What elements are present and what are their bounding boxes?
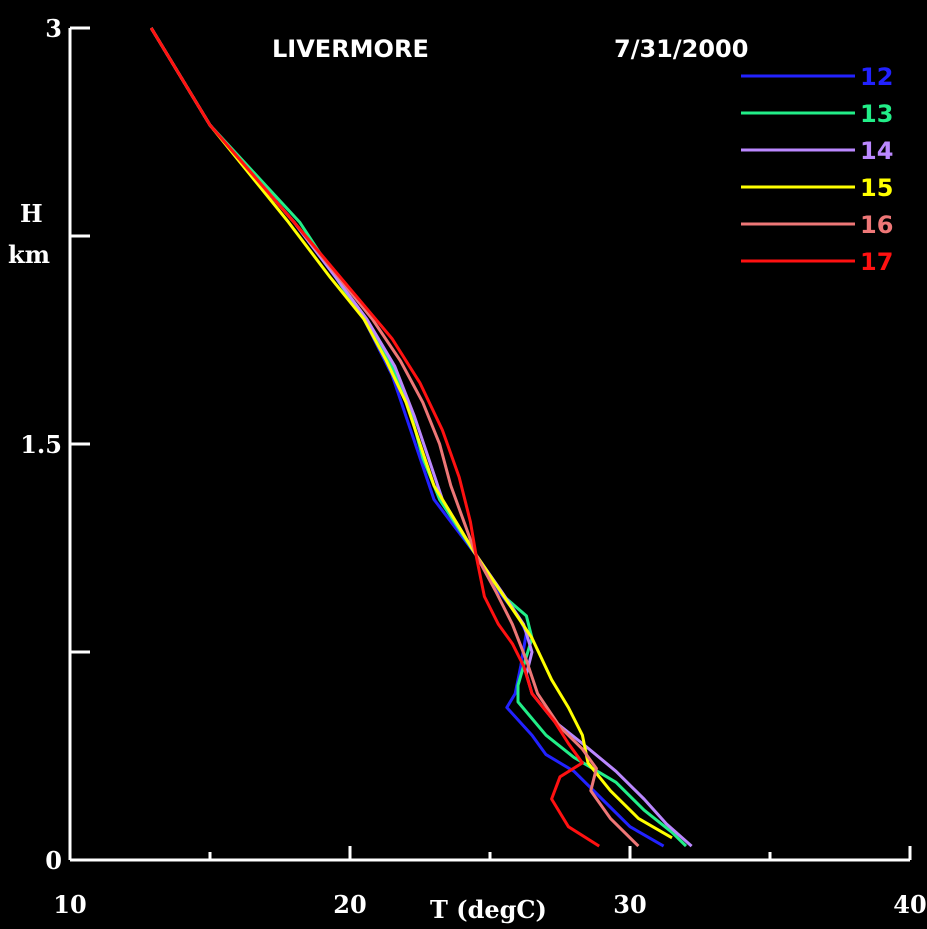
- y-axis-label-h: H: [20, 199, 43, 228]
- y-tick-label: 1.5: [20, 430, 62, 459]
- y-tick-label: 3: [45, 14, 62, 43]
- legend-label-13: 13: [860, 100, 893, 128]
- legend-label-17: 17: [860, 248, 893, 276]
- legend-label-14: 14: [860, 137, 893, 165]
- chart-date: 7/31/2000: [614, 35, 748, 63]
- x-tick-label: 30: [613, 890, 646, 919]
- y-axis-label-km: km: [8, 240, 50, 269]
- x-tick-label: 10: [53, 890, 86, 919]
- legend-label-12: 12: [860, 63, 893, 91]
- legend-label-16: 16: [860, 211, 893, 239]
- x-tick-label: 20: [333, 890, 366, 919]
- x-axis-label: T (degC): [430, 895, 547, 924]
- x-tick-label: 40: [893, 890, 926, 919]
- chart-title: LIVERMORE: [272, 35, 429, 63]
- legend-label-15: 15: [860, 174, 893, 202]
- y-tick-label: 0: [45, 846, 62, 875]
